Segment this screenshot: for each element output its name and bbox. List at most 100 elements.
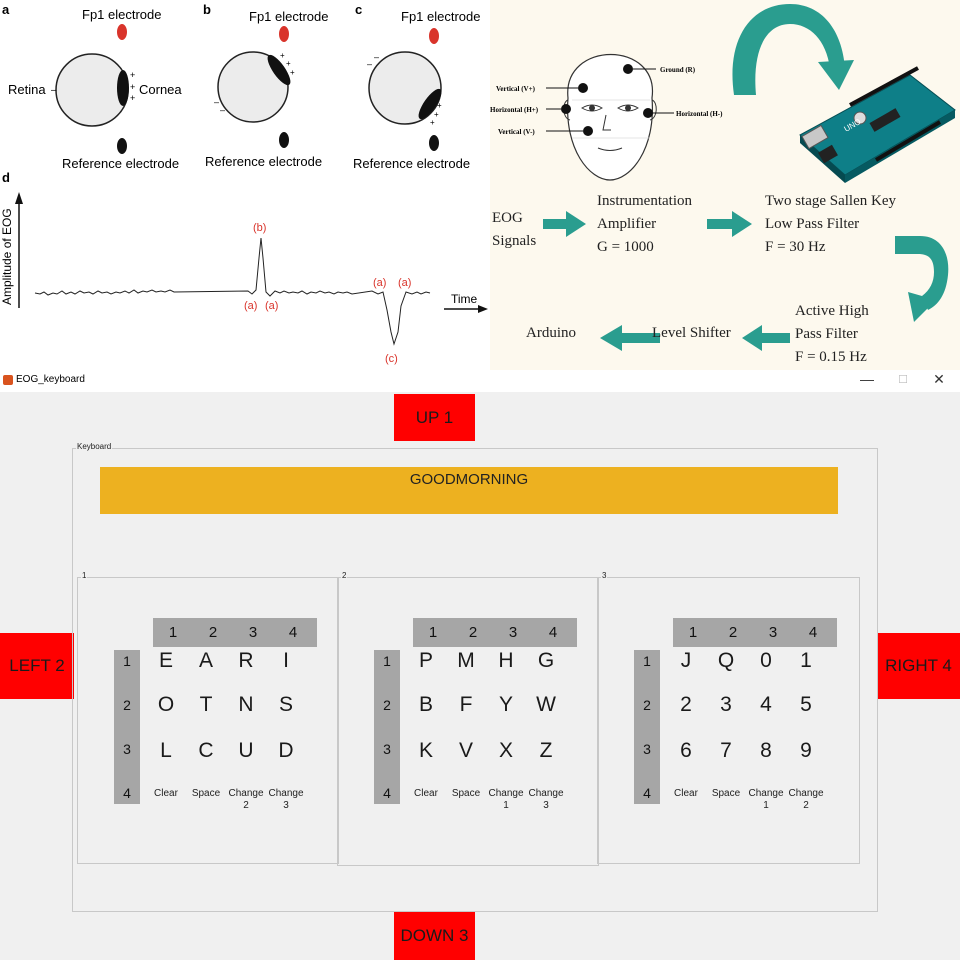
peak-label-a2: (a) <box>265 300 278 312</box>
key-cell[interactable]: C <box>198 739 214 762</box>
key-cell[interactable]: P <box>418 649 433 672</box>
eog-y-axis <box>15 192 23 308</box>
key-cell[interactable]: U <box>238 739 254 762</box>
command-key[interactable]: Space <box>711 788 741 799</box>
column-header: 2 <box>728 624 738 641</box>
key-cell[interactable]: O <box>157 693 175 716</box>
vertical-plus-electrode <box>578 83 588 93</box>
key-cell[interactable]: 3 <box>720 693 732 716</box>
key-cell[interactable]: J <box>680 649 692 672</box>
right-button[interactable]: RIGHT 4 <box>877 633 960 699</box>
key-panel-label: 1 <box>81 571 88 580</box>
key-cell[interactable]: A <box>198 649 213 672</box>
svg-text:+: + <box>286 59 291 68</box>
arduino-block: Arduino <box>526 322 576 345</box>
fp1-electrode-b <box>279 26 289 42</box>
column-header: 4 <box>548 624 558 641</box>
key-panel-3: 3 <box>597 571 860 864</box>
command-key[interactable]: Clear <box>674 788 698 799</box>
peak-label-a4: (a) <box>398 277 411 289</box>
command-key[interactable]: Change 3 <box>268 788 304 811</box>
command-key[interactable]: Change 2 <box>788 788 824 811</box>
key-cell[interactable]: B <box>418 693 433 716</box>
minimize-button[interactable]: — <box>860 371 874 387</box>
close-button[interactable]: ✕ <box>933 371 945 387</box>
command-key[interactable]: Clear <box>414 788 438 799</box>
key-cell[interactable]: 7 <box>720 739 732 762</box>
key-cell[interactable]: 1 <box>800 649 812 672</box>
svg-text:–: – <box>374 52 379 62</box>
command-key[interactable]: Change 1 <box>488 788 524 811</box>
maximize-button[interactable]: ☐ <box>898 374 908 386</box>
key-cell[interactable]: X <box>498 739 513 762</box>
command-key[interactable]: Space <box>451 788 481 799</box>
column-header: 2 <box>208 624 218 641</box>
key-cell[interactable]: E <box>158 649 173 672</box>
key-cell[interactable]: Y <box>498 693 513 716</box>
retina-label: Retina <box>8 82 46 97</box>
eog-eye-figure: a b c d Fp1 electrode + + + – Retina Cor… <box>0 2 488 365</box>
row-header-bar: 1 2 3 4 <box>374 650 400 804</box>
command-key[interactable]: Change 1 <box>748 788 784 811</box>
row-header: 2 <box>643 697 651 713</box>
window-titlebar: EOG_keyboard — ☐ ✕ <box>0 370 960 392</box>
fp1-electrode-a <box>117 24 127 40</box>
eog-signals-line2: Signals <box>492 233 537 249</box>
key-cell[interactable]: 6 <box>680 739 692 762</box>
command-key[interactable]: Space <box>191 788 221 799</box>
key-cell[interactable]: H <box>498 649 514 672</box>
instrumentation-line1: Instrumentation <box>597 193 692 209</box>
arrow-amp-to-lpf <box>707 211 752 237</box>
left-button[interactable]: LEFT 2 <box>0 633 74 699</box>
key-cell[interactable]: Z <box>539 739 553 762</box>
peak-label-b: (b) <box>253 222 266 234</box>
high-pass-filter-block: Active High Pass Filter F = 0.15 Hz <box>795 300 869 369</box>
key-cell[interactable]: 8 <box>760 739 772 762</box>
row-header: 4 <box>123 785 131 801</box>
svg-text:+: + <box>130 93 135 103</box>
key-cell[interactable]: F <box>459 693 473 716</box>
svg-text:–: – <box>367 59 372 69</box>
key-cell[interactable]: L <box>160 739 172 762</box>
column-header: 4 <box>288 624 298 641</box>
key-cell[interactable]: G <box>537 649 555 672</box>
svg-text:+: + <box>280 51 285 60</box>
vertical-plus-label: Vertical (V+) <box>496 85 536 93</box>
key-cell[interactable]: M <box>457 649 475 672</box>
row-header-bar: 1 2 3 4 <box>634 650 660 804</box>
key-cell[interactable]: N <box>238 693 254 716</box>
vertical-minus-electrode <box>583 126 593 136</box>
ground-label: Ground (R) <box>660 66 696 74</box>
key-cell[interactable]: I <box>283 649 289 672</box>
key-cell[interactable]: 2 <box>680 693 692 716</box>
column-header-bar: 1 2 3 4 <box>413 618 577 647</box>
curved-arrow-right <box>895 236 949 322</box>
key-cell[interactable]: 0 <box>760 649 772 672</box>
key-cell[interactable]: K <box>418 739 433 762</box>
command-key[interactable]: Clear <box>154 788 178 799</box>
eog-keyboard-window: EOG_keyboard — ☐ ✕ UP 1 DOWN 3 LEFT 2 RI… <box>0 370 960 960</box>
reference-electrode-a <box>117 138 127 154</box>
keyboard-panel: Keyboard <box>72 442 878 912</box>
row-header: 2 <box>383 697 391 713</box>
key-cell[interactable]: V <box>458 739 473 762</box>
key-cell[interactable]: R <box>238 649 254 672</box>
horizontal-minus-electrode <box>643 108 653 118</box>
key-cell[interactable]: Q <box>717 649 735 672</box>
key-cell[interactable]: W <box>536 693 556 716</box>
command-key[interactable]: Change 3 <box>528 788 564 811</box>
down-button[interactable]: DOWN 3 <box>394 912 475 960</box>
key-cell[interactable]: 9 <box>800 739 812 762</box>
key-cell[interactable]: 5 <box>800 693 812 716</box>
key-cell[interactable]: 4 <box>760 693 772 716</box>
key-cell[interactable]: T <box>199 693 213 716</box>
key-cell[interactable]: D <box>278 739 294 762</box>
key-cell[interactable]: S <box>278 693 293 716</box>
command-key[interactable]: Change 2 <box>228 788 264 811</box>
level-shifter-block: Level Shifter <box>652 322 731 345</box>
reference-electrode-c <box>429 135 439 151</box>
row-header: 2 <box>123 697 131 713</box>
svg-text:+: + <box>130 82 135 92</box>
time-arrow <box>444 305 488 313</box>
up-button[interactable]: UP 1 <box>394 394 475 441</box>
